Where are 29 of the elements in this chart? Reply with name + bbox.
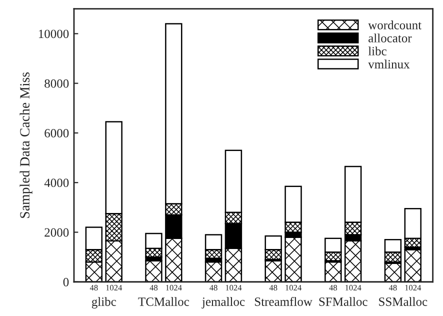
x-tick-label: 48 <box>388 284 397 291</box>
y-tick-label: 10000 <box>38 30 69 38</box>
legend-label: libc <box>368 46 386 56</box>
x-tick-label: 48 <box>90 284 98 291</box>
y-tick-label: 6000 <box>44 128 69 138</box>
x-tick-label: 1024 <box>106 284 122 291</box>
text: jemalloc <box>202 297 245 308</box>
x-tick-label: 1024 <box>405 284 422 291</box>
y-tick-label: 4000 <box>44 178 69 188</box>
y-axis-title: Sampled Data Cache Miss <box>20 72 32 218</box>
text: TCMalloc <box>138 297 189 306</box>
x-tick-label: 1024 <box>286 284 302 291</box>
x-tick-label: 1024 <box>226 284 242 291</box>
legend-label: wordcount <box>368 20 422 30</box>
text: Streamflow <box>254 297 312 306</box>
legend-label: vmlinux <box>368 60 410 68</box>
x-tick-label: 1024 <box>345 284 362 291</box>
x-tick-label: 48 <box>150 284 158 291</box>
x-tick-label: 1024 <box>166 284 182 291</box>
y-tick-label: 0 <box>63 278 69 286</box>
text: SFMalloc <box>319 297 368 306</box>
x-tick-label: 48 <box>269 284 278 291</box>
x-tick-label: 48 <box>329 284 337 291</box>
x-tick-label: 48 <box>210 284 218 291</box>
y-tick-label: 2000 <box>44 228 69 237</box>
legend-label: allocator <box>368 34 412 42</box>
y-tick-label: 8000 <box>44 79 69 88</box>
text: SSMalloc <box>379 297 428 306</box>
text: glibc <box>92 297 116 309</box>
